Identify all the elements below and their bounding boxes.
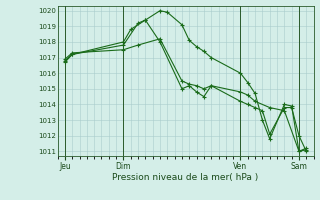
X-axis label: Pression niveau de la mer( hPa ): Pression niveau de la mer( hPa ) [112, 173, 259, 182]
